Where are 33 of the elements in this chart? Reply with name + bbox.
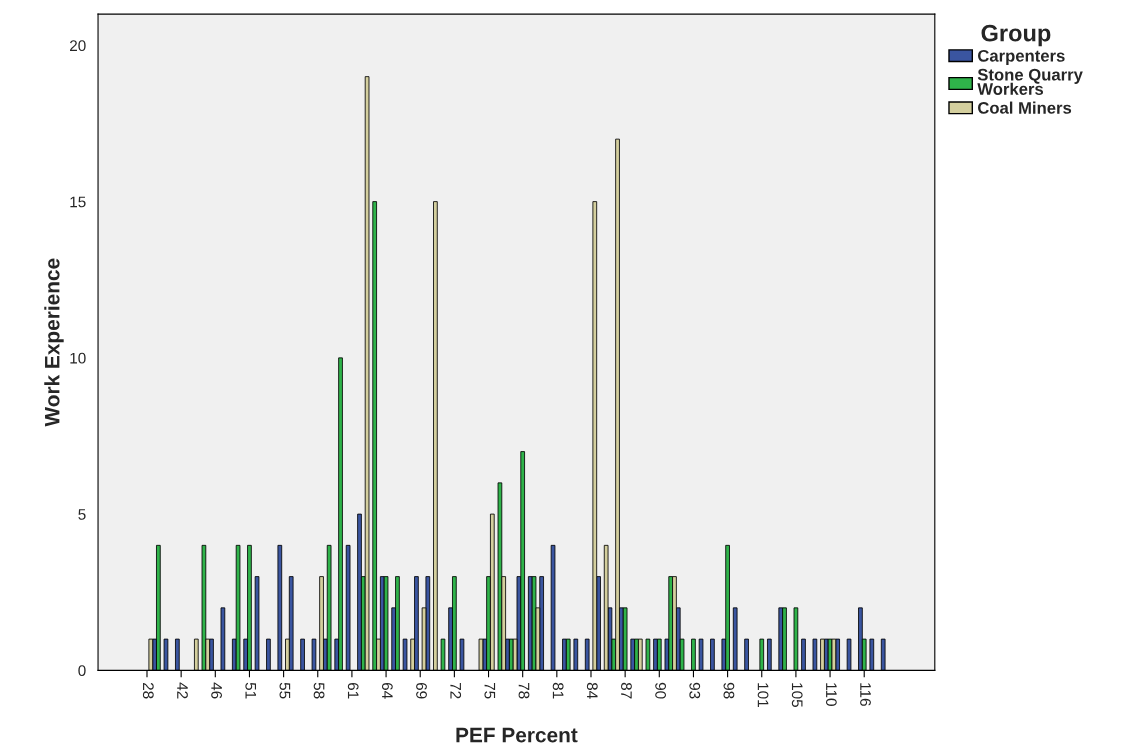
y-tick-label: 5 xyxy=(78,509,86,520)
x-tick-label: 105 xyxy=(791,683,803,707)
x-tick-label: 116 xyxy=(860,683,871,706)
x-tick-label: 69 xyxy=(416,682,427,699)
legend-label: Coal Miners xyxy=(978,101,1072,114)
x-tick-label: 87 xyxy=(621,682,632,699)
x-tick-label: 51 xyxy=(245,682,257,699)
x-tick-label: 84 xyxy=(586,682,598,699)
x-tick-label: 101 xyxy=(757,683,769,707)
x-tick-label: 64 xyxy=(381,682,393,699)
y-tick-label: 15 xyxy=(70,196,86,208)
x-tick-label: 42 xyxy=(177,682,188,699)
x-tick-label: 58 xyxy=(313,682,325,699)
x-tick-label: 81 xyxy=(552,682,564,699)
x-tick-label: 110 xyxy=(825,683,837,706)
x-tick-label: 61 xyxy=(347,682,359,699)
x-tick-label: 75 xyxy=(484,682,496,699)
y-tick-label: 20 xyxy=(70,40,86,52)
x-tick-label: 28 xyxy=(142,682,154,699)
legend-label: Carpenters xyxy=(978,49,1065,66)
y-tick-label: 0 xyxy=(78,665,86,677)
x-tick-label: 90 xyxy=(655,682,667,699)
x-tick-label: 93 xyxy=(689,682,701,699)
x-tick-label: 72 xyxy=(450,682,462,699)
x-tick-label: 78 xyxy=(518,682,530,699)
legend-label: Stone Quarry Workers xyxy=(977,68,1083,95)
y-axis-title: Work Experience xyxy=(44,258,64,427)
x-axis-title: PEF Percent xyxy=(456,727,578,743)
x-tick-label: 46 xyxy=(211,682,223,699)
x-tick-label: 98 xyxy=(723,682,735,699)
legend-title: Group xyxy=(981,24,1051,47)
x-tick-label: 55 xyxy=(279,682,291,699)
y-tick-label: 10 xyxy=(70,352,86,364)
